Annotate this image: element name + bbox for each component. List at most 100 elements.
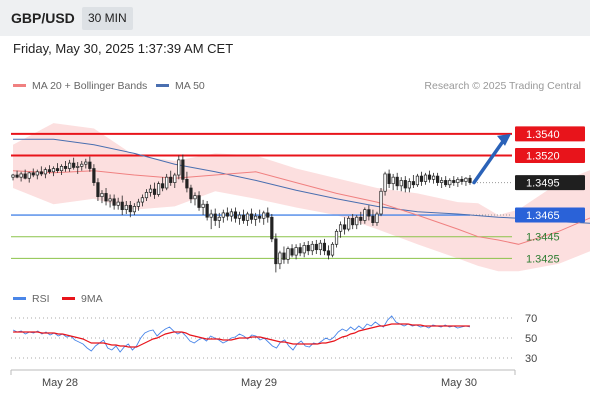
candle-body [27, 172, 31, 179]
candle-body [177, 159, 181, 176]
candle-body [399, 180, 403, 187]
candle-body [290, 248, 294, 256]
candle-body [132, 206, 136, 213]
candle-body [39, 171, 43, 175]
candle-body [209, 213, 213, 218]
candle-body [229, 211, 233, 217]
candle-body [225, 212, 229, 217]
candle-body [19, 173, 23, 178]
pivot-label: 1.3465 [526, 210, 560, 222]
candle-body [84, 161, 88, 165]
candle-body [233, 211, 238, 219]
candle-body [63, 166, 68, 169]
candle-body [217, 216, 221, 221]
ma9-line [13, 323, 470, 348]
candle-body [201, 203, 205, 208]
candle-body [436, 175, 440, 183]
candle-body [431, 175, 436, 180]
candle-body [189, 187, 193, 200]
candle-body [383, 173, 387, 192]
candle-body [148, 188, 153, 193]
legend-swatch-bollinger [13, 83, 26, 87]
candle-body [334, 230, 339, 245]
candle-body [181, 159, 185, 180]
candle-body [427, 174, 432, 180]
candle-body [96, 182, 100, 198]
legend-swatch-ma50 [156, 83, 169, 87]
legend-rsi-label: RSI [32, 293, 50, 305]
candle-body [367, 209, 371, 217]
bollinger-band-area [13, 123, 590, 272]
candle-body [213, 213, 217, 221]
candle-body [347, 217, 351, 230]
candle-body [120, 201, 124, 210]
x-tick-label: May 29 [241, 377, 277, 389]
timestamp: Friday, May 30, 2025 1:37:39 AM CET [13, 41, 234, 56]
copyright-credit: Research © 2025 Trading Central [424, 80, 581, 92]
candle-body [302, 245, 306, 254]
candle-body [197, 195, 201, 208]
rsi-tick-label: 70 [525, 313, 537, 325]
candle-body [270, 216, 274, 240]
candle-body [72, 162, 76, 168]
candle-body [15, 174, 19, 178]
legend-bollinger-label: MA 20 + Bollinger Bands [32, 80, 148, 92]
legend-ma9-label: 9MA [81, 293, 103, 305]
candle-body [254, 215, 258, 220]
x-tick-label: May 28 [42, 377, 78, 389]
candle-body [51, 168, 56, 173]
x-tick-label: May 30 [441, 377, 477, 389]
candle-body [322, 242, 327, 252]
candle-body [448, 180, 452, 186]
resistance-label-bg [515, 126, 585, 142]
candle-body [286, 248, 290, 260]
resistance-label: 1.3540 [526, 129, 560, 141]
candle-body [112, 198, 116, 206]
candle-body [165, 176, 169, 189]
legend-swatch-ma9 [62, 296, 75, 300]
candle-body [330, 243, 335, 256]
ma20-line [12, 170, 590, 245]
rsi-line [12, 315, 471, 353]
candle-body [338, 224, 343, 232]
candle-body [169, 176, 173, 183]
candle-body [294, 247, 298, 256]
candle-body [274, 238, 278, 265]
candle-body [363, 209, 367, 221]
candle-body [250, 213, 254, 220]
header-bar: GBP/USD 30 MIN [0, 0, 590, 36]
candle-body [456, 178, 460, 183]
candle-body [128, 204, 132, 213]
resistance-label: 1.3520 [526, 151, 560, 163]
projection-arrow [472, 138, 506, 185]
candle-body [395, 176, 399, 187]
candle-body [440, 180, 444, 183]
candle-body [460, 178, 464, 182]
legend-ma50-label: MA 50 [175, 80, 205, 92]
rsi-tick-label: 30 [525, 353, 537, 365]
candle-body [326, 250, 331, 256]
candle-body [136, 201, 140, 207]
timeframe-badge[interactable]: 30 MIN [82, 7, 133, 30]
candle-body [452, 180, 456, 183]
candle-body [318, 242, 322, 251]
candle-body [387, 173, 391, 185]
support-label: 1.3425 [526, 253, 560, 265]
candle-body [104, 193, 108, 202]
candle-body [407, 181, 411, 189]
candle-body [140, 197, 145, 203]
legend-ma9: 9MA [62, 293, 103, 305]
candle-body [43, 169, 47, 175]
candle-body [144, 191, 149, 199]
candle-body [391, 176, 395, 185]
candle-body [59, 166, 64, 172]
legend-rsi: RSI [13, 293, 50, 305]
legend-swatch-rsi [13, 296, 26, 300]
candle-body [161, 183, 165, 189]
candle-body [355, 216, 359, 226]
candle-body [371, 215, 375, 223]
candle-body [403, 180, 407, 189]
candle-body [415, 175, 420, 186]
candle-body [262, 212, 266, 219]
